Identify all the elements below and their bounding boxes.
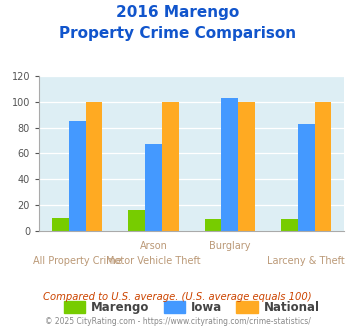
Bar xyxy=(281,219,298,231)
Text: Arson: Arson xyxy=(140,241,168,251)
Text: Larceny & Theft: Larceny & Theft xyxy=(267,256,345,266)
Legend: Marengo, Iowa, National: Marengo, Iowa, National xyxy=(59,296,324,318)
Bar xyxy=(86,102,102,231)
Bar xyxy=(162,102,179,231)
Bar xyxy=(205,219,222,231)
Text: Motor Vehicle Theft: Motor Vehicle Theft xyxy=(106,256,201,266)
Bar xyxy=(222,98,238,231)
Bar xyxy=(129,210,145,231)
Bar xyxy=(52,218,69,231)
Text: © 2025 CityRating.com - https://www.cityrating.com/crime-statistics/: © 2025 CityRating.com - https://www.city… xyxy=(45,317,310,326)
Text: All Property Crime: All Property Crime xyxy=(33,256,121,266)
Bar xyxy=(238,102,255,231)
Text: 2016 Marengo: 2016 Marengo xyxy=(116,5,239,20)
Text: Burglary: Burglary xyxy=(209,241,251,251)
Bar xyxy=(315,102,331,231)
Text: Property Crime Comparison: Property Crime Comparison xyxy=(59,26,296,41)
Bar xyxy=(298,124,315,231)
Text: Compared to U.S. average. (U.S. average equals 100): Compared to U.S. average. (U.S. average … xyxy=(43,292,312,302)
Bar xyxy=(69,121,86,231)
Bar xyxy=(145,145,162,231)
